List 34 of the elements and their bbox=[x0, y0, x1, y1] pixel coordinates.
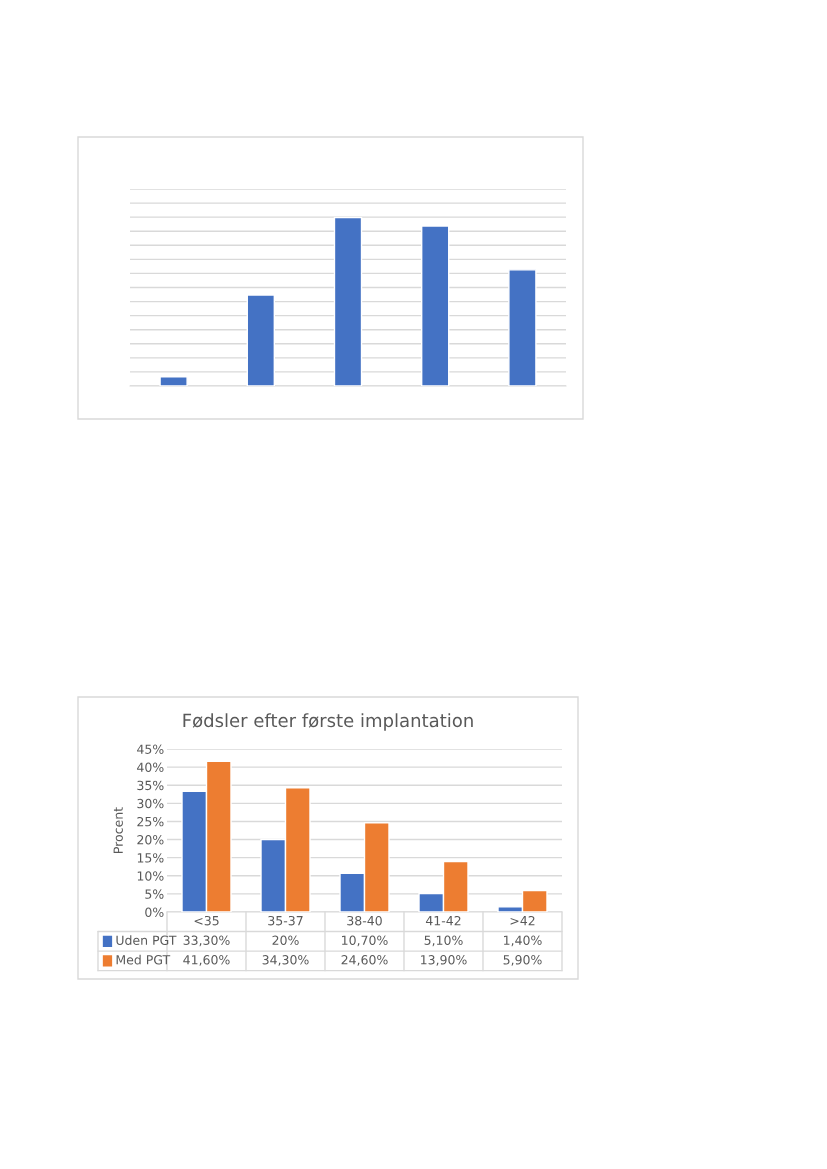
x-tick-label: 41-42 bbox=[425, 915, 461, 926]
y-tick-label: 40% bbox=[137, 762, 164, 773]
data-label: 1,40% bbox=[504, 935, 542, 947]
legend-label: Uden PGT bbox=[116, 935, 177, 945]
y-tick-label: 20% bbox=[137, 835, 164, 845]
data-label: 13,90% bbox=[421, 955, 467, 966]
data-label: 5,10% bbox=[424, 935, 463, 947]
legend-label: Med PGT bbox=[116, 954, 171, 965]
y-tick-label: 15% bbox=[137, 853, 164, 863]
y-tick-label: 0% bbox=[145, 907, 164, 917]
chart-title: Fødsler efter første implantation bbox=[183, 713, 473, 731]
data-label: 10,70% bbox=[342, 935, 388, 947]
data-label: 20% bbox=[272, 935, 299, 945]
y-tick-label: 5% bbox=[145, 889, 164, 899]
x-tick-label: 35-37 bbox=[268, 915, 303, 926]
y-tick-label: 10% bbox=[137, 871, 164, 881]
y-axis-title: Procent bbox=[113, 807, 123, 853]
bar bbox=[420, 225, 450, 386]
y-tick-label: 25% bbox=[137, 816, 164, 827]
x-tick-label: 38-40 bbox=[347, 915, 382, 926]
y-tick-label: 30% bbox=[137, 798, 164, 809]
data-label: 41,60% bbox=[183, 955, 230, 966]
y-tick-label: 45% bbox=[137, 744, 164, 754]
data-label: 33,30% bbox=[183, 935, 230, 947]
x-tick-label: >42 bbox=[510, 915, 535, 926]
bar bbox=[508, 269, 537, 386]
bar bbox=[159, 376, 188, 386]
y-tick-label: 35% bbox=[137, 780, 164, 791]
x-tick-label: <35 bbox=[194, 915, 219, 926]
data-label: 5,90% bbox=[503, 955, 542, 966]
data-label: 24,60% bbox=[341, 955, 388, 966]
bar bbox=[333, 216, 363, 386]
data-label: 34,30% bbox=[262, 955, 309, 966]
bar bbox=[246, 294, 276, 386]
